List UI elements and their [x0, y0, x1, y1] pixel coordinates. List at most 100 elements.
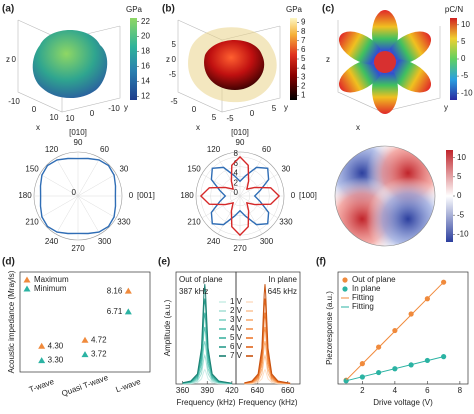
angle-tick-label: 300	[260, 237, 274, 246]
x-tick-label: 660	[281, 386, 295, 395]
colorbar-tick-label: 2	[301, 81, 306, 90]
angle-grid-line	[201, 173, 241, 197]
surface-c	[337, 10, 441, 114]
panel-label: (d)	[2, 257, 15, 268]
z-tick-label: 5	[172, 40, 177, 49]
axis-label: y	[444, 103, 448, 112]
line-series	[244, 312, 291, 384]
legend-swatch	[23, 276, 31, 283]
colorbar-tick-label: 10	[461, 20, 470, 29]
y-tick-label: 0	[250, 109, 255, 118]
x-tick-label: 2	[360, 386, 365, 395]
x-tick-label: 4	[393, 386, 398, 395]
angle-tick-label: 0	[129, 191, 134, 200]
plot-frame	[235, 271, 301, 385]
fit-line	[345, 356, 444, 382]
colorbar-tick-label: -10	[457, 229, 469, 238]
angle-grid-line	[201, 195, 241, 219]
axis-label: x	[36, 123, 40, 132]
value-label: 3.30	[48, 356, 64, 365]
angle-tick-label: 240	[45, 237, 59, 246]
colorbar-label: GPa	[286, 5, 303, 14]
angle-tick-label: 120	[207, 145, 221, 154]
angle-tick-label: 150	[187, 165, 201, 174]
axis-label: y	[284, 103, 288, 112]
x-axis-label: Frequency (kHz)	[176, 398, 235, 407]
angle-tick-label: 60	[262, 145, 271, 154]
angle-grid-line	[239, 195, 279, 219]
value-label: 4.72	[91, 335, 107, 344]
colorbar-label: pC/N	[445, 5, 463, 14]
x-tick-label: 640	[251, 386, 265, 395]
colorbar-tick-label: -5	[457, 210, 465, 219]
x-axis-label: Drive voltage (V)	[373, 398, 433, 407]
angle-tick-label: 30	[281, 165, 290, 174]
data-point	[38, 342, 46, 349]
data-point	[124, 308, 132, 315]
line-series	[244, 353, 291, 385]
angle-tick-label: 270	[233, 244, 247, 253]
x-tick-label: 360	[176, 386, 190, 395]
colorbar-label: GPa	[126, 5, 143, 14]
radial-grid-line	[210, 166, 270, 226]
radial-tick-label: 6	[234, 159, 239, 168]
angle-grid-line	[217, 157, 241, 197]
colorbar-tick-label: 12	[141, 91, 150, 100]
data-point	[124, 287, 132, 294]
line-series	[182, 353, 232, 385]
panel-label: (b)	[162, 4, 175, 15]
y-tick-label: 10	[66, 114, 75, 123]
polar-series	[39, 157, 117, 235]
value-label: 8.16	[107, 286, 123, 295]
angle-grid-line	[39, 173, 79, 197]
axis-label: z	[166, 55, 170, 64]
y-axis-label: Piezoresponse (a.u.)	[325, 291, 334, 365]
radial-tick-label: 0	[234, 188, 239, 197]
colorbar-tick-label: 5	[461, 37, 466, 46]
x-tick-label: 6	[425, 386, 430, 395]
axis-label: x	[356, 123, 360, 132]
colorbar-tick-label: 16	[141, 62, 150, 71]
polar-series	[199, 155, 281, 237]
angle-tick-label: 330	[117, 218, 131, 227]
angle-tick-label: 180	[18, 191, 32, 200]
radial-tick-label: 8	[234, 149, 239, 158]
angle-grid-line	[217, 195, 241, 235]
radial-tick-label: 4	[234, 169, 239, 178]
z-tick-label: -5	[169, 70, 177, 79]
axis-label: x	[196, 123, 200, 132]
y-axis-label: Amplitude (a.u.)	[163, 299, 172, 356]
colorbar-tick-label: 4	[301, 63, 306, 72]
fit-line	[345, 281, 444, 381]
surface-b	[177, 19, 281, 113]
data-point	[38, 357, 46, 364]
line-series	[244, 326, 291, 385]
panel-label: (a)	[2, 4, 14, 15]
x-tick-label: T-wave	[28, 377, 56, 394]
axis-label: z	[6, 55, 10, 64]
data-point	[81, 336, 89, 343]
angle-tick-label: 330	[279, 218, 293, 227]
legend-swatch	[23, 285, 31, 292]
legend-swatch	[342, 286, 348, 292]
angle-grid-line	[239, 157, 263, 197]
x-tick-label: 0	[32, 105, 37, 114]
angle-grid-line	[77, 195, 117, 219]
radial-tick-label: 2	[234, 178, 239, 187]
angle-grid-line	[39, 195, 79, 219]
colorbar-tick-label: 10	[457, 153, 466, 162]
angle-tick-label: 210	[187, 218, 201, 227]
annotation: 645 kHz	[268, 287, 297, 296]
radial-tick-label: 0	[72, 188, 77, 197]
angle-tick-label: 240	[207, 237, 221, 246]
direction-label: [010]	[231, 128, 249, 137]
direction-label: [100]	[299, 191, 317, 200]
angle-grid-line	[77, 195, 101, 235]
angle-tick-label: 300	[98, 237, 112, 246]
line-series	[182, 284, 232, 384]
line-series	[182, 341, 232, 385]
y-axis-label: Acoustic impedance (Mrayls)	[7, 270, 16, 373]
angle-grid-line	[239, 195, 263, 235]
x-tick-label: -10	[8, 97, 20, 106]
line-series	[244, 341, 291, 385]
